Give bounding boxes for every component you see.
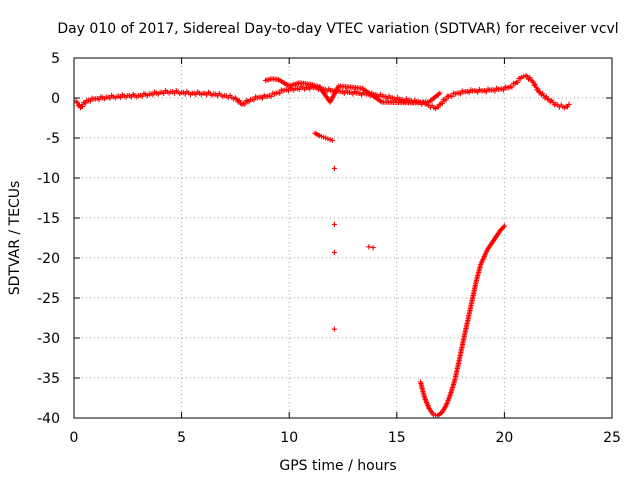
data-point xyxy=(118,94,124,101)
y-axis-label: SDTVAR / TECUs xyxy=(7,181,23,296)
data-point xyxy=(532,81,538,87)
data-point xyxy=(259,95,266,101)
series-isolated-points xyxy=(331,165,376,332)
data-point xyxy=(466,89,472,96)
data-point xyxy=(83,100,89,106)
x-tick-label: 10 xyxy=(280,430,298,446)
series-trace-main xyxy=(73,73,572,111)
x-tick-label: 20 xyxy=(495,430,513,446)
data-point xyxy=(501,223,507,229)
plot-frame xyxy=(73,57,613,419)
y-tick-labels: -40 -35 -30 -25 -20 -15 -10 -5 0 5 xyxy=(37,51,60,427)
x-axis-label: GPS time / hours xyxy=(279,458,396,474)
data-point xyxy=(439,100,445,107)
series-deep-dip-recovery xyxy=(417,223,507,419)
data-point xyxy=(437,90,443,96)
data-point xyxy=(331,249,337,255)
y-tick-label: -10 xyxy=(37,171,60,187)
y-tick-label: 5 xyxy=(51,51,60,67)
y-tick-label: -35 xyxy=(37,371,60,387)
series-trace-upper-excursion xyxy=(262,76,443,106)
data-point xyxy=(268,93,274,100)
x-tick-label: 25 xyxy=(603,430,621,446)
data-point xyxy=(331,221,337,227)
data-point xyxy=(443,97,449,103)
data-point xyxy=(366,244,372,250)
data-point xyxy=(492,88,498,94)
data-point xyxy=(515,79,521,85)
data-points xyxy=(73,73,572,419)
y-tick-label: -25 xyxy=(37,291,60,307)
x-tick-label: 5 xyxy=(177,430,186,446)
data-point xyxy=(161,90,167,97)
x-tick-label: 15 xyxy=(388,430,406,446)
data-point xyxy=(370,245,376,251)
data-point xyxy=(435,104,442,110)
data-point xyxy=(150,92,156,98)
y-tick-label: -40 xyxy=(37,411,60,427)
data-point xyxy=(80,103,86,110)
y-tick-label: 0 xyxy=(51,91,60,107)
data-point xyxy=(277,90,283,96)
data-point xyxy=(449,93,455,100)
chart-title: Day 010 of 2017, Sidereal Day-to-day VTE… xyxy=(57,21,618,37)
series-segment-descending xyxy=(312,130,335,143)
data-point xyxy=(331,165,337,171)
data-point xyxy=(96,96,102,103)
data-point xyxy=(483,89,489,95)
data-point xyxy=(87,98,93,104)
y-tick-label: -30 xyxy=(37,331,60,347)
data-point xyxy=(139,93,145,99)
data-point xyxy=(509,84,515,90)
data-point xyxy=(329,137,335,143)
y-tick-label: -5 xyxy=(46,131,60,147)
grid-lines xyxy=(74,58,612,418)
data-point xyxy=(251,97,257,103)
data-point xyxy=(285,88,292,94)
data-point xyxy=(566,101,572,107)
data-point xyxy=(242,101,248,107)
data-point xyxy=(535,86,541,92)
data-point xyxy=(500,87,507,93)
x-tick-label: 0 xyxy=(70,430,79,446)
x-tick-labels: 0 5 10 15 20 25 xyxy=(70,430,621,446)
y-tick-label: -15 xyxy=(37,211,60,227)
y-tick-label: -20 xyxy=(37,251,60,267)
data-point xyxy=(331,326,337,332)
axis-ticks xyxy=(73,57,613,419)
data-point xyxy=(296,86,302,93)
data-point xyxy=(107,95,113,101)
data-point xyxy=(457,91,464,97)
